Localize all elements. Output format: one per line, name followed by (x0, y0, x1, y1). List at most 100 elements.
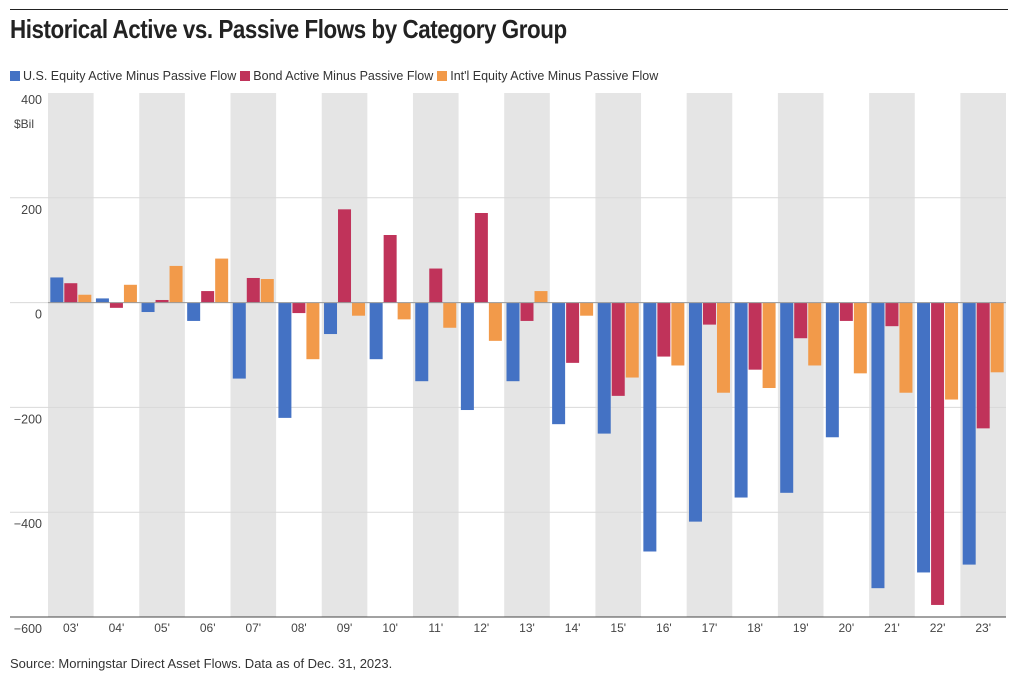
bar (794, 302, 808, 339)
x-tick-label: 15' (610, 621, 626, 635)
x-tick-label: 20' (839, 621, 855, 635)
bar (580, 302, 594, 316)
bar (762, 302, 776, 389)
bar (625, 302, 639, 378)
bar (976, 302, 990, 429)
legend-label-us-equity: U.S. Equity Active Minus Passive Flow (23, 69, 237, 83)
bar (780, 302, 794, 493)
bar (78, 294, 92, 303)
y-tick-label: −200 (14, 412, 42, 426)
bar (338, 209, 352, 303)
legend: U.S. Equity Active Minus Passive Flow Bo… (10, 69, 662, 83)
bar (50, 277, 64, 303)
bar (201, 291, 215, 303)
x-tick-label: 23' (975, 621, 991, 635)
legend-swatch-us-equity (10, 71, 20, 81)
bar (671, 302, 685, 366)
legend-item-us-equity: U.S. Equity Active Minus Passive Flow (10, 69, 236, 83)
bar (899, 302, 913, 393)
x-tick-label: 06' (200, 621, 216, 635)
bar (324, 302, 338, 335)
y-tick-label: 200 (21, 203, 42, 217)
source-note: Source: Morningstar Direct Asset Flows. … (10, 656, 393, 671)
x-tick-label: 18' (747, 621, 763, 635)
bar (123, 284, 137, 303)
bar (506, 302, 520, 382)
bar (734, 302, 748, 498)
bar (415, 302, 429, 382)
bar (306, 302, 320, 360)
bar (155, 299, 169, 303)
bar (657, 302, 671, 357)
alternating-band (321, 93, 368, 617)
legend-swatch-bond (240, 71, 251, 81)
bar (64, 283, 78, 303)
x-tick-label: 21' (884, 621, 900, 635)
bar (871, 302, 885, 589)
x-tick-label: 19' (793, 621, 809, 635)
bar (839, 302, 853, 321)
legend-item-intl-equity: Int'l Equity Active Minus Passive Flow (437, 69, 658, 83)
bar (141, 302, 155, 313)
y-axis-unit-label: $Bil (14, 117, 34, 131)
bar (688, 302, 702, 522)
bar (474, 212, 488, 303)
bar (246, 277, 260, 303)
bar (962, 302, 976, 565)
chart-title: Historical Active vs. Passive Flows by C… (10, 14, 567, 44)
bar (702, 302, 716, 325)
x-tick-label: 13' (519, 621, 535, 635)
bar (931, 302, 945, 605)
x-tick-label: 22' (930, 621, 946, 635)
bar (187, 302, 201, 321)
alternating-band (139, 93, 185, 617)
y-tick-label: 400 (21, 93, 42, 107)
bar (534, 291, 548, 303)
y-tick-label: −600 (14, 622, 42, 636)
bar (748, 302, 762, 370)
x-tick-label: 08' (291, 621, 307, 635)
bar (643, 302, 657, 552)
bar (278, 302, 292, 418)
bar (443, 302, 457, 328)
bar (260, 279, 274, 303)
bar (520, 302, 534, 321)
bar (597, 302, 611, 434)
x-tick-label: 09' (337, 621, 353, 635)
x-tick-label: 17' (702, 621, 718, 635)
y-tick-label: 0 (35, 308, 42, 322)
legend-item-bond: Bond Active Minus Passive Flow (240, 69, 433, 83)
bar (488, 302, 502, 341)
bar (611, 302, 625, 396)
bar (109, 302, 123, 308)
bar (853, 302, 867, 374)
bar (95, 298, 109, 303)
bar (885, 302, 899, 327)
x-tick-label: 12' (474, 621, 490, 635)
bar (383, 235, 397, 303)
bar (429, 268, 443, 303)
bar (917, 302, 931, 573)
bar (369, 302, 383, 360)
bar (825, 302, 839, 438)
y-tick-label: −400 (14, 517, 42, 531)
top-rule (10, 9, 1008, 10)
bar (215, 258, 229, 303)
bar (808, 302, 822, 366)
bar (552, 302, 566, 425)
legend-label-bond: Bond Active Minus Passive Flow (253, 69, 434, 83)
bar (566, 302, 580, 363)
bar (352, 302, 366, 316)
x-tick-label: 03' (63, 621, 79, 635)
bar (232, 302, 246, 379)
bar (716, 302, 730, 393)
bar (460, 302, 474, 411)
x-tick-label: 10' (382, 621, 398, 635)
alternating-band (48, 93, 94, 617)
legend-label-intl-equity: Int'l Equity Active Minus Passive Flow (450, 69, 659, 83)
x-tick-label: 05' (154, 621, 170, 635)
bar (169, 265, 183, 303)
bar (292, 302, 306, 314)
x-tick-label: 11' (428, 621, 443, 635)
x-tick-label: 14' (565, 621, 581, 635)
